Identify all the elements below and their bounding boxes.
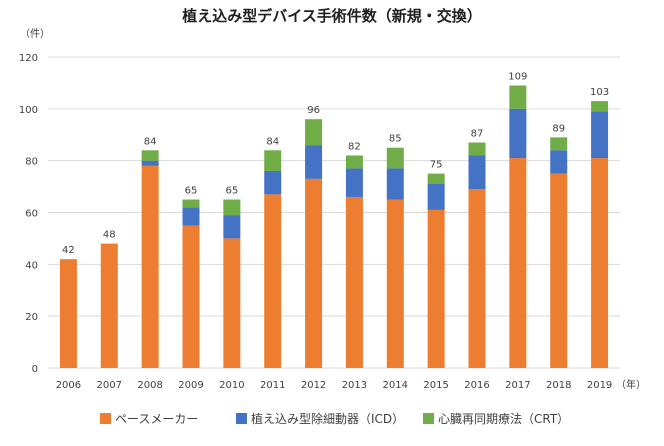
bar-segment-series-3 [591,101,609,112]
bar-segment-series-1 [223,238,241,368]
x-tick-label: 2006 [56,380,81,391]
bar-segment-series-2 [305,145,323,179]
x-tick-label: 2013 [342,380,367,391]
bar-total-label: 96 [307,105,320,116]
legend-swatch [423,413,434,424]
bar-segment-series-1 [591,158,609,368]
bar-segment-series-1 [100,243,118,368]
x-tick-label: 2016 [464,380,489,391]
bar-segment-series-2 [591,111,609,159]
bar-segment-series-1 [468,189,486,368]
bar-total-label: 48 [103,230,116,241]
bar-segment-series-1 [550,173,568,368]
y-tick-label: 20 [25,312,38,323]
legend-label: ペースメーカー [115,412,198,426]
bar-segment-series-2 [386,168,404,200]
bar-segment-series-3 [550,137,568,151]
bar-segment-series-2 [182,207,200,226]
bar-total-label: 89 [552,123,565,134]
y-tick-label: 60 [25,209,38,220]
bar-segment-series-3 [141,150,159,161]
bar-segment-series-3 [468,142,486,156]
x-tick-label: 2014 [383,380,408,391]
x-axis-ticks: 2006 2007 2008 2009 2010 2011 2012 2013 2014 2015… [56,380,613,391]
bar-segment-series-3 [427,173,445,184]
chart-title: 植え込み型デバイス手術件数（新規・交換） [182,7,482,25]
bar-segment-series-2 [550,150,568,174]
bar-segment-series-2 [427,183,445,210]
y-axis-unit-label: （件） [20,28,50,40]
x-tick-label: 2008 [137,380,162,391]
x-tick-label: 2009 [178,380,203,391]
bar-total-label: 85 [389,134,402,145]
bar-total-label: 65 [185,186,198,197]
bar-segment-series-2 [509,108,527,159]
bar-segment-series-2 [141,160,159,166]
bar-total-label: 109 [508,72,527,83]
bar-total-label: 84 [144,136,157,147]
bar-segment-series-3 [264,150,282,172]
bar-segment-series-1 [182,225,200,368]
bar-total-label: 65 [225,186,238,197]
bar-segment-series-1 [427,209,445,368]
x-tick-label: 2018 [546,380,571,391]
bar-segment-series-3 [509,85,527,109]
total-labels: 42 48 84 65 65 84 96 82 85 75 87 109 89 103 [62,72,609,257]
y-axis-ticks: 0 20 40 60 80 100 120 [19,53,38,375]
bar-segment-series-1 [305,178,323,368]
bar-total-label: 42 [62,245,75,256]
bar-segment-series-1 [141,165,159,368]
bars [59,85,609,368]
bar-total-label: 87 [471,129,484,140]
legend: ペースメーカー 植え込み型除細動器（ICD） 心臓再同期療法（CRT） [100,411,569,426]
bar-segment-series-2 [223,215,241,239]
x-axis-unit-label: （年） [616,378,646,391]
x-tick-label: 2015 [423,380,448,391]
bar-segment-series-3 [182,199,200,208]
legend-label: 植え込み型除細動器（ICD） [251,411,404,426]
bar-segment-series-1 [264,194,282,368]
legend-swatch [236,413,247,424]
bar-total-label: 84 [266,136,279,147]
bar-segment-series-1 [386,199,404,368]
x-tick-label: 2012 [301,380,326,391]
bar-segment-series-3 [386,147,404,169]
bar-total-label: 75 [430,160,443,171]
y-tick-label: 120 [19,53,38,64]
legend-swatch [100,413,111,424]
x-tick-label: 2010 [219,380,244,391]
bar-segment-series-1 [59,259,77,368]
bar-total-label: 103 [590,87,609,98]
y-tick-label: 80 [25,157,38,168]
x-tick-label: 2011 [260,380,285,391]
bar-segment-series-3 [345,155,363,169]
x-tick-label: 2007 [97,380,122,391]
gridlines [48,56,620,369]
legend-label: 心臓再同期療法（CRT） [438,412,569,426]
bar-segment-series-2 [264,171,282,195]
bar-segment-series-2 [345,168,363,197]
x-tick-label: 2019 [587,380,612,391]
y-tick-label: 100 [19,105,38,116]
y-tick-label: 0 [32,364,38,375]
bar-segment-series-1 [345,196,363,368]
bar-segment-series-3 [305,119,323,146]
bar-segment-series-3 [223,199,241,216]
x-tick-label: 2017 [505,380,530,391]
bar-total-label: 82 [348,141,361,152]
y-tick-label: 40 [25,260,38,271]
bar-segment-series-2 [468,155,486,190]
bar-segment-series-1 [509,158,527,368]
